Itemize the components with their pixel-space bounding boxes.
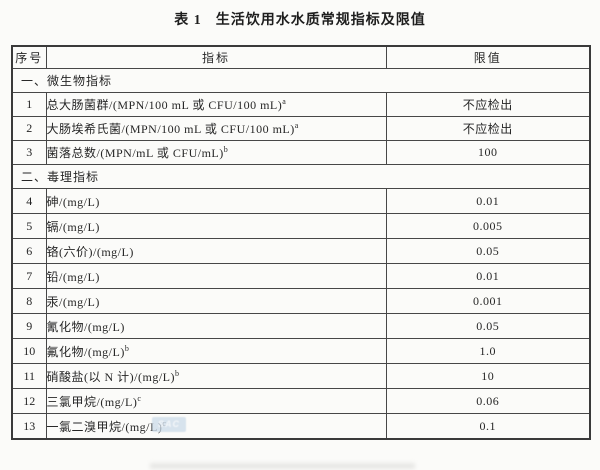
indicator-cell: 一氯二溴甲烷/(mg/L)c [45,413,387,440]
table-row: 9 氰化物/(mg/L) 0.05 [11,313,591,339]
row-number: 2 [11,116,47,141]
section-row-toxicological: 二、毒理指标 [11,164,591,189]
indicator-text: 大肠埃希氏菌/(MPN/100 mL 或 CFU/100 mL) [46,122,295,136]
row-number: 4 [11,188,47,214]
table-row: 10 氟化物/(mg/L)b 1.0 [11,338,591,364]
row-number: 5 [11,213,47,239]
limit-value: 0.05 [385,313,591,339]
limit-value: 100 [385,140,591,165]
indicator-cell: 大肠埃希氏菌/(MPN/100 mL 或 CFU/100 mL)a [45,116,387,141]
indicator-text: 氟化物/(mg/L) [46,344,125,359]
indicator-superscript: a [294,121,299,130]
header-row: 序号 指标 限值 [11,45,591,69]
indicator-cell: 铅/(mg/L) [45,263,387,289]
limit-value: 10 [385,363,591,389]
row-number: 6 [11,238,47,264]
indicator-cell: 菌落总数/(MPN/mL 或 CFU/mL)b [45,140,387,165]
limit-value: 不应检出 [385,92,591,117]
indicator-text: 三氯甲烷/(mg/L) [46,394,138,409]
row-number: 9 [11,313,47,339]
row-number: 11 [11,363,47,389]
limit-value: 1.0 [385,338,591,364]
table-row: 2 大肠埃希氏菌/(MPN/100 mL 或 CFU/100 mL)a 不应检出 [11,116,591,141]
indicator-text: 菌落总数/(MPN/mL 或 CFU/mL) [46,146,224,160]
table-row: 12 三氯甲烷/(mg/L)c 0.06 [11,388,591,414]
limit-value: 不应检出 [385,116,591,141]
table-row: 11 硝酸盐(以 N 计)/(mg/L)b 10 [11,363,591,389]
table-title-text: 生活饮用水水质常规指标及限值 [215,13,426,28]
indicator-cell: 总大肠菌群/(MPN/100 mL 或 CFU/100 mL)a [45,92,387,117]
row-number: 12 [11,388,47,414]
indicator-text: 氰化物/(mg/L) [46,319,125,334]
indicator-cell: 三氯甲烷/(mg/L)c [45,388,387,414]
row-number: 13 [11,413,47,440]
table-row: 8 汞/(mg/L) 0.001 [11,288,591,314]
table-row: 6 铬(六价)/(mg/L) 0.05 [11,238,591,264]
table-row: 13 一氯二溴甲烷/(mg/L)c 0.1 [11,413,591,440]
indicator-text: 镉/(mg/L) [46,219,100,234]
indicator-cell: 氰化物/(mg/L) [45,313,387,339]
indicator-text: 汞/(mg/L) [46,294,100,309]
table-row: 3 菌落总数/(MPN/mL 或 CFU/mL)b 100 [11,140,591,165]
indicator-text: 砷/(mg/L) [46,194,100,209]
indicator-text: 总大肠菌群/(MPN/100 mL 或 CFU/100 mL) [46,98,283,112]
limit-value: 0.01 [385,188,591,214]
row-number: 8 [11,288,47,314]
indicator-cell: 硝酸盐(以 N 计)/(mg/L)b [45,363,387,389]
section-title: 二、毒理指标 [11,164,591,189]
limit-value: 0.05 [385,238,591,264]
indicator-text: 硝酸盐(以 N 计)/(mg/L) [46,369,175,384]
indicator-text: 一氯二溴甲烷/(mg/L) [46,419,163,434]
limit-value: 0.005 [385,213,591,239]
table-row: 7 铅/(mg/L) 0.01 [11,263,591,289]
row-number: 1 [11,92,47,117]
row-number: 10 [11,338,47,364]
table-row: 5 镉/(mg/L) 0.005 [11,213,591,239]
limit-value: 0.1 [385,413,591,440]
limit-value: 0.01 [385,263,591,289]
limit-value: 0.06 [385,388,591,414]
indicator-cell: 氟化物/(mg/L)b [45,338,387,364]
row-number: 7 [11,263,47,289]
table-row: 1 总大肠菌群/(MPN/100 mL 或 CFU/100 mL)a 不应检出 [11,92,591,117]
indicator-superscript: b [174,368,180,378]
indicator-cell: 铬(六价)/(mg/L) [45,238,387,264]
indicator-text: 铬(六价)/(mg/L) [46,244,134,259]
scan-artifact [150,463,415,469]
indicator-cell: 汞/(mg/L) [45,288,387,314]
table-row: 4 砷/(mg/L) 0.01 [11,188,591,214]
water-quality-table: 序号 指标 限值 一、微生物指标 1 总大肠菌群/(MPN/100 mL 或 C… [11,45,591,440]
row-number: 3 [11,140,47,165]
sac-watermark: SAC [152,417,186,432]
indicator-superscript: b [124,343,130,353]
indicator-cell: 镉/(mg/L) [45,213,387,239]
table-number-label: 表 1 [174,13,202,28]
header-limit: 限值 [385,45,591,69]
header-no: 序号 [11,45,47,69]
limit-value: 0.001 [385,288,591,314]
indicator-superscript: b [223,145,229,154]
header-indicator: 指标 [45,45,387,69]
indicator-superscript: c [137,393,142,403]
indicator-text: 铅/(mg/L) [46,269,100,284]
indicator-superscript: a [282,97,287,106]
section-title: 一、微生物指标 [11,68,591,93]
table-title: 表 1 生活饮用水水质常规指标及限值 [0,0,600,29]
indicator-cell: 砷/(mg/L) [45,188,387,214]
section-row-microbial: 一、微生物指标 [11,68,591,93]
